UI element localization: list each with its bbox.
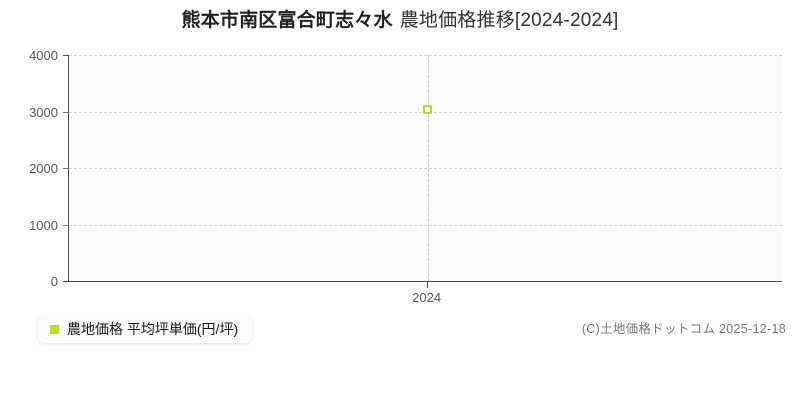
gridline-horizontal: [69, 224, 782, 226]
chart-legend[interactable]: 農地価格 平均坪単価(円/坪): [38, 315, 253, 343]
y-axis-tick-label: 3000: [29, 104, 58, 120]
x-axis-tick-mark: [426, 281, 428, 288]
legend-swatch-icon: [50, 324, 59, 334]
copyright-text: (C)土地価格ドットコム 2025-12-18: [581, 322, 786, 336]
gridline-horizontal: [69, 55, 782, 56]
x-axis-tick-label: 2024: [412, 290, 442, 305]
y-axis-tick-label: 0: [50, 274, 58, 289]
gridline-vertical: [427, 55, 429, 281]
y-axis: 0 1000 2000 3000 4000: [0, 49, 58, 288]
x-axis: 2024: [68, 281, 781, 311]
y-axis-tick-mark: [63, 281, 69, 282]
y-axis-tick-mark: [63, 224, 69, 226]
title-location: 熊本市南区富合町志々水: [181, 10, 393, 31]
y-axis-tick-label: 2000: [29, 161, 58, 176]
plot-inner: [63, 55, 782, 282]
y-axis-tick-label: 1000: [29, 217, 58, 233]
plot-area: [63, 55, 782, 282]
legend-item-label: 農地価格 平均坪単価(円/坪): [67, 321, 239, 337]
data-point-marker[interactable]: [423, 105, 433, 115]
title-subject: 農地価格推移[2024-2024]: [399, 10, 619, 31]
y-axis-tick-label: 4000: [29, 48, 58, 63]
y-axis-tick-mark: [63, 55, 69, 56]
page-title: 熊本市南区富合町志々水 農地価格推移[2024-2024]: [0, 9, 800, 33]
y-axis-tick-mark: [63, 111, 69, 113]
gridline-horizontal: [69, 168, 782, 169]
y-axis-tick-mark: [63, 168, 69, 169]
